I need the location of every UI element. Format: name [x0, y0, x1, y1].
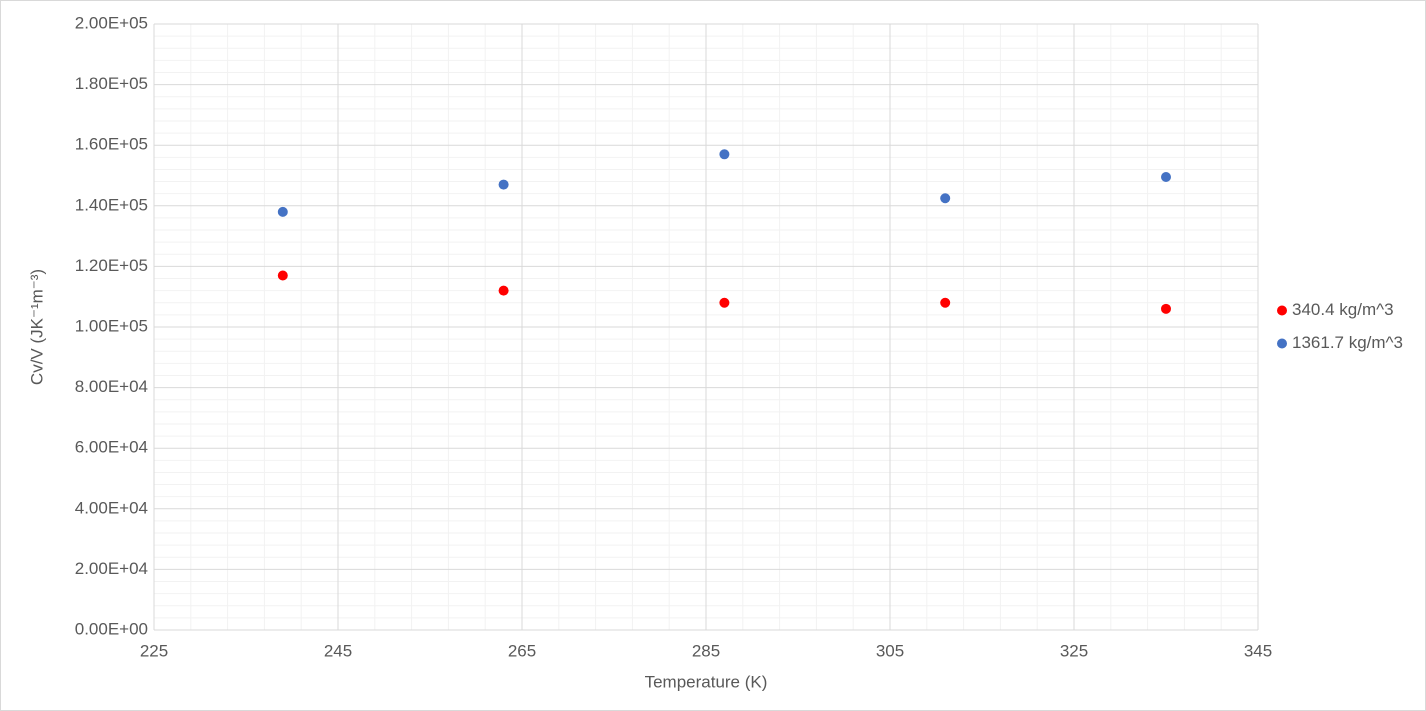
scatter-point — [719, 297, 730, 308]
scatter-point — [719, 149, 730, 160]
x-tick-label: 325 — [1060, 641, 1088, 660]
x-axis-title: Temperature (K) — [645, 672, 768, 691]
y-tick-label: 1.00E+05 — [75, 316, 148, 335]
x-tick-label: 345 — [1244, 641, 1272, 660]
legend-marker — [1277, 338, 1287, 349]
legend-marker — [1277, 305, 1287, 316]
scatter-point — [277, 270, 288, 281]
data-points — [277, 149, 1171, 314]
x-tick-label: 225 — [140, 641, 168, 660]
scatter-point — [498, 285, 509, 296]
y-tick-label: 1.80E+05 — [75, 74, 148, 93]
scatter-point — [1161, 172, 1171, 183]
y-axis-title: Cv/V (JK⁻¹m⁻³) — [27, 269, 46, 385]
scatter-point — [1161, 303, 1171, 314]
x-tick-label: 285 — [692, 641, 720, 660]
y-tick-label: 1.20E+05 — [75, 256, 148, 275]
y-tick-label: 4.00E+04 — [75, 498, 148, 517]
scatter-point — [277, 206, 288, 217]
scatter-point — [940, 193, 951, 204]
x-tick-label: 305 — [876, 641, 904, 660]
y-tick-label: 1.60E+05 — [75, 135, 148, 154]
y-tick-label: 2.00E+05 — [75, 13, 148, 32]
legend-label: 340.4 kg/m^3 — [1292, 300, 1394, 319]
major-grid — [153, 23, 1259, 631]
y-tick-label: 6.00E+04 — [75, 438, 148, 457]
y-tick-label: 0.00E+00 — [75, 619, 148, 638]
y-tick-label: 2.00E+04 — [75, 559, 148, 578]
y-tick-label: 8.00E+04 — [75, 377, 148, 396]
scatter-point — [940, 297, 951, 308]
y-tick-label: 1.40E+05 — [75, 195, 148, 214]
scatter-point — [498, 179, 509, 190]
x-tick-label: 265 — [508, 641, 536, 660]
legend-label: 1361.7 kg/m^3 — [1292, 333, 1403, 352]
x-tick-label: 245 — [324, 641, 352, 660]
